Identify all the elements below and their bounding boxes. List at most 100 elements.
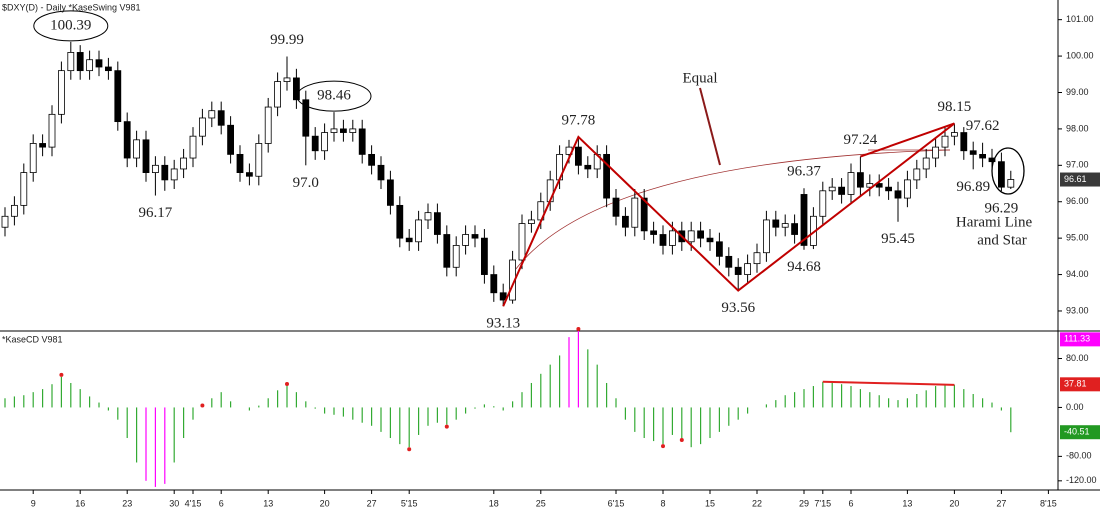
candle-body — [415, 219, 423, 243]
annotation: Equal — [683, 70, 718, 86]
pivot-circle — [296, 80, 372, 112]
y-tick-label: 94.00 — [1066, 269, 1089, 279]
candle-body — [904, 179, 911, 199]
x-tick-label: 29 — [799, 498, 809, 508]
candle-body — [180, 157, 188, 170]
candle-body — [584, 164, 592, 170]
pivot-circle — [33, 10, 109, 42]
candle-body — [283, 77, 291, 82]
candle-body — [377, 164, 385, 181]
candle-body — [386, 179, 394, 206]
candle-body — [922, 157, 930, 170]
x-tick-label: 30 — [169, 498, 179, 508]
y-tick-label: -120.00 — [1066, 475, 1097, 485]
candle-body — [603, 153, 610, 199]
pivot-label: 99.99 — [270, 32, 304, 48]
candle-body — [706, 237, 714, 243]
value-box — [1060, 377, 1100, 392]
pivot-marker — [661, 444, 665, 449]
pivot-label: 93.13 — [486, 316, 520, 332]
candle-body — [800, 194, 808, 246]
candle-body — [189, 135, 197, 159]
y-tick-label: 98.00 — [1066, 123, 1089, 133]
y-tick-label: 100.00 — [1066, 50, 1094, 60]
candle-body — [471, 234, 479, 239]
x-tick-label: 13 — [902, 498, 912, 508]
pivot-marker — [59, 372, 64, 377]
candle-body — [744, 263, 751, 275]
y-tick-label: 95.00 — [1066, 233, 1089, 243]
x-tick-label: 27 — [996, 498, 1006, 508]
y-tick-label: -80.00 — [1066, 451, 1092, 461]
x-tick-label: 22 — [752, 498, 762, 508]
candle-body — [339, 128, 347, 133]
candle-body — [518, 223, 526, 261]
x-tick-label: 27 — [367, 498, 377, 508]
candle-body — [828, 186, 836, 192]
pivot-label: 98.15 — [938, 99, 972, 115]
y-tick-label: 80.00 — [1066, 353, 1089, 363]
candle-body — [452, 245, 460, 268]
candle-body — [716, 241, 723, 257]
candle-body — [67, 52, 75, 72]
candle-body — [734, 266, 742, 275]
candle-body — [133, 139, 141, 159]
candle-body — [255, 143, 263, 177]
pivot-label: 97.0 — [293, 175, 319, 191]
candle-body — [499, 292, 507, 301]
equal-arc — [514, 149, 951, 271]
candle-body — [264, 106, 272, 144]
x-tick-label: 5'15 — [401, 498, 418, 508]
candle-body — [208, 110, 216, 119]
candle-body — [198, 117, 206, 137]
candle-body — [142, 139, 150, 174]
x-tick-label: 9 — [31, 498, 36, 508]
candle-body — [772, 219, 780, 228]
candle-body — [405, 237, 413, 243]
candle-body — [791, 223, 798, 235]
candle-body — [697, 230, 704, 239]
candle-body — [781, 223, 789, 228]
candle-body — [932, 146, 939, 159]
candle-body — [358, 128, 366, 155]
candle-body — [274, 81, 282, 108]
pivot-label: 94.68 — [787, 259, 821, 275]
pivot-label: 97.24 — [844, 132, 878, 148]
candle-body — [687, 230, 695, 243]
candle-body — [894, 190, 902, 199]
candle-body — [29, 143, 37, 174]
x-tick-label: 4'15 — [185, 498, 202, 508]
candle-body — [1007, 179, 1015, 188]
candle-body — [311, 135, 319, 152]
candle-body — [650, 230, 657, 235]
value-box-label: -40.51 — [1064, 427, 1090, 437]
pivot-label: 96.29 — [985, 201, 1019, 217]
candle-body — [847, 172, 855, 195]
candle-body — [528, 219, 535, 224]
candle-body — [988, 157, 996, 163]
candle-body — [443, 234, 451, 268]
candle-body — [969, 150, 977, 155]
candle-body — [819, 190, 827, 217]
trend-line — [860, 122, 955, 158]
y-tick-label: 0.00 — [1066, 402, 1084, 412]
x-tick-label: 6 — [219, 498, 224, 508]
value-box-label: 111.33 — [1064, 334, 1090, 344]
x-tick-label: 16 — [75, 498, 85, 508]
candle-body — [39, 143, 46, 148]
candle-body — [640, 197, 648, 232]
divergence-line — [822, 380, 955, 386]
candle-body — [151, 164, 159, 174]
annotation: and Star — [977, 232, 1027, 248]
x-tick-label: 20 — [320, 498, 330, 508]
pattern-circle — [991, 147, 1025, 195]
pivot-label: 98.46 — [317, 88, 351, 104]
pivot-label: 96.17 — [139, 205, 173, 221]
candle-body — [875, 183, 883, 188]
x-tick-label: 8 — [660, 498, 665, 508]
candle-body — [433, 212, 441, 235]
y-tick-label: 96.00 — [1066, 196, 1089, 206]
pivot-label: 100.39 — [50, 17, 91, 33]
candle-body — [951, 132, 958, 137]
pivot-marker — [200, 403, 205, 408]
